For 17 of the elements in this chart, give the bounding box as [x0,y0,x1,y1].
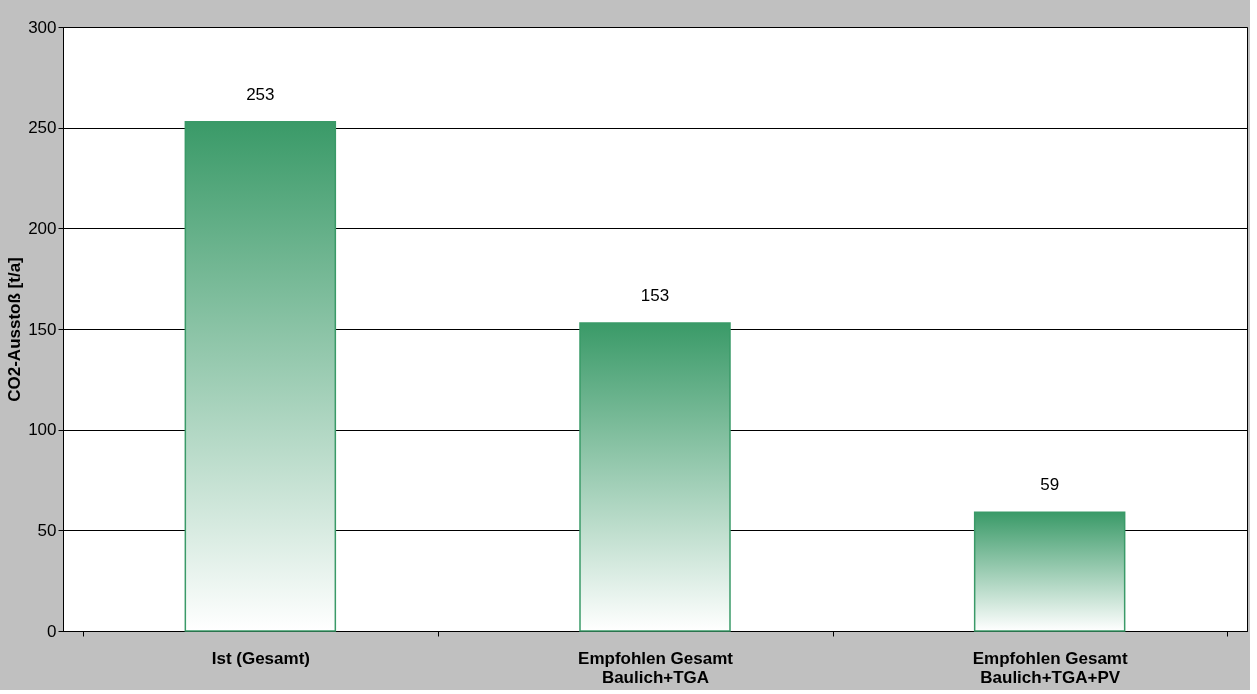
y-tick-label: 200 [28,218,57,238]
data-label: 253 [246,84,275,104]
data-label: 153 [640,285,670,305]
bar [973,511,1126,632]
data-label: 59 [1040,475,1060,495]
bar [579,322,731,632]
y-tick-label: 250 [28,118,57,138]
x-tick-label: Ist (Gesamt) [211,648,310,668]
y-tick-label: 300 [28,17,57,37]
y-axis-title: CO2-Ausstoß [t/a] [5,257,25,402]
y-tick-label: 150 [28,319,57,339]
y-tick-label: 50 [37,520,57,540]
x-tick-label: Empfohlen Gesamt Baulich+TGA+PV [972,648,1128,687]
y-tick-label: 0 [47,621,57,641]
y-tick-label: 100 [28,420,57,440]
bar [184,120,337,632]
x-tick-label: Empfohlen Gesamt Baulich+TGA [578,648,734,687]
